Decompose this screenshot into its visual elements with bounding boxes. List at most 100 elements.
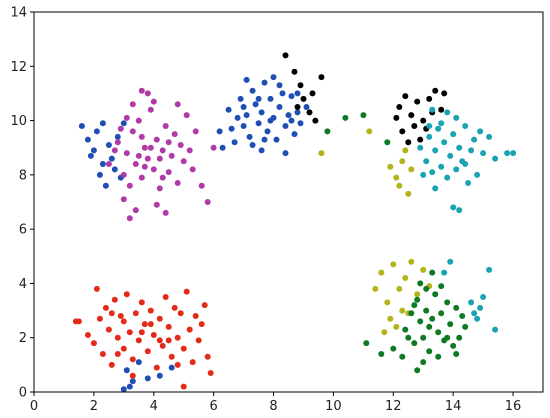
data-point (420, 334, 427, 341)
data-point (477, 128, 484, 135)
data-point (309, 90, 316, 97)
data-point (408, 258, 415, 265)
data-point (444, 334, 451, 341)
data-point (135, 152, 142, 159)
data-point (417, 280, 424, 287)
y-tick-label: 12 (10, 60, 27, 75)
data-point (417, 136, 424, 143)
data-point (258, 109, 265, 116)
data-point (456, 144, 463, 151)
data-point (84, 332, 91, 338)
data-point (78, 123, 85, 129)
data-point (462, 323, 469, 330)
data-point (90, 147, 97, 154)
data-point (393, 323, 400, 330)
y-tick-label: 2 (19, 331, 27, 346)
data-point (318, 74, 325, 81)
data-point (225, 106, 232, 113)
data-point (243, 76, 250, 83)
x-tick-label: 4 (150, 399, 158, 414)
data-point (111, 166, 118, 173)
data-point (438, 163, 445, 170)
x-axis: 0 2 4 6 8 10 12 14 16 (30, 392, 521, 414)
data-point (438, 120, 445, 127)
data-point (378, 269, 385, 276)
data-point (276, 82, 283, 89)
data-point (219, 144, 226, 151)
data-point (267, 117, 274, 124)
data-point (240, 104, 247, 110)
data-point (165, 323, 172, 330)
data-point (132, 161, 139, 167)
data-point (453, 166, 460, 173)
data-point (150, 98, 157, 105)
data-point (477, 304, 484, 311)
data-point (420, 266, 427, 273)
y-tick-label: 6 (19, 223, 27, 238)
data-point (120, 386, 127, 393)
data-point (195, 337, 202, 344)
data-point (468, 147, 475, 154)
data-point (138, 299, 145, 306)
data-point (282, 123, 289, 129)
data-point (402, 93, 409, 100)
data-point (381, 329, 388, 336)
data-point (414, 367, 421, 374)
data-point (468, 299, 475, 306)
data-point (432, 291, 439, 298)
data-point (210, 144, 217, 151)
data-point (147, 144, 154, 151)
data-point (285, 112, 292, 119)
data-point (429, 106, 436, 113)
data-point (144, 375, 151, 382)
data-point (147, 321, 154, 328)
data-point (399, 158, 406, 165)
data-point (432, 87, 439, 94)
data-point (129, 372, 136, 379)
data-point (102, 182, 109, 189)
data-point (111, 296, 118, 303)
data-point (108, 155, 115, 162)
data-point (93, 128, 100, 135)
data-point (174, 101, 181, 108)
data-point (105, 161, 112, 167)
data-point (156, 185, 163, 192)
data-point (261, 79, 268, 86)
data-point (504, 150, 511, 157)
data-point (399, 128, 406, 135)
data-point (408, 166, 415, 173)
data-point (180, 383, 187, 390)
data-point (141, 144, 148, 151)
data-point (474, 171, 481, 178)
data-point (99, 120, 106, 127)
data-point (372, 285, 379, 292)
data-point (135, 117, 142, 124)
data-point (414, 291, 421, 298)
data-point (105, 326, 112, 333)
data-point (441, 269, 448, 276)
data-point (510, 150, 517, 157)
data-point (90, 340, 97, 347)
data-point (117, 313, 124, 319)
data-point (156, 315, 163, 322)
data-point (414, 296, 421, 303)
data-point (471, 136, 478, 143)
data-point (186, 326, 193, 333)
data-point (180, 345, 187, 352)
data-point (297, 82, 304, 89)
data-point (438, 106, 445, 113)
data-point (390, 345, 397, 352)
data-point (342, 114, 349, 121)
data-point (249, 142, 256, 148)
data-point (204, 353, 211, 360)
data-point (144, 155, 151, 162)
data-point (294, 90, 301, 97)
data-point (159, 342, 166, 349)
data-point (168, 152, 175, 159)
data-point (249, 87, 256, 94)
points-layer (72, 52, 517, 393)
data-point (207, 370, 214, 376)
data-point (129, 128, 136, 135)
data-point (408, 310, 415, 317)
data-point (153, 364, 160, 371)
